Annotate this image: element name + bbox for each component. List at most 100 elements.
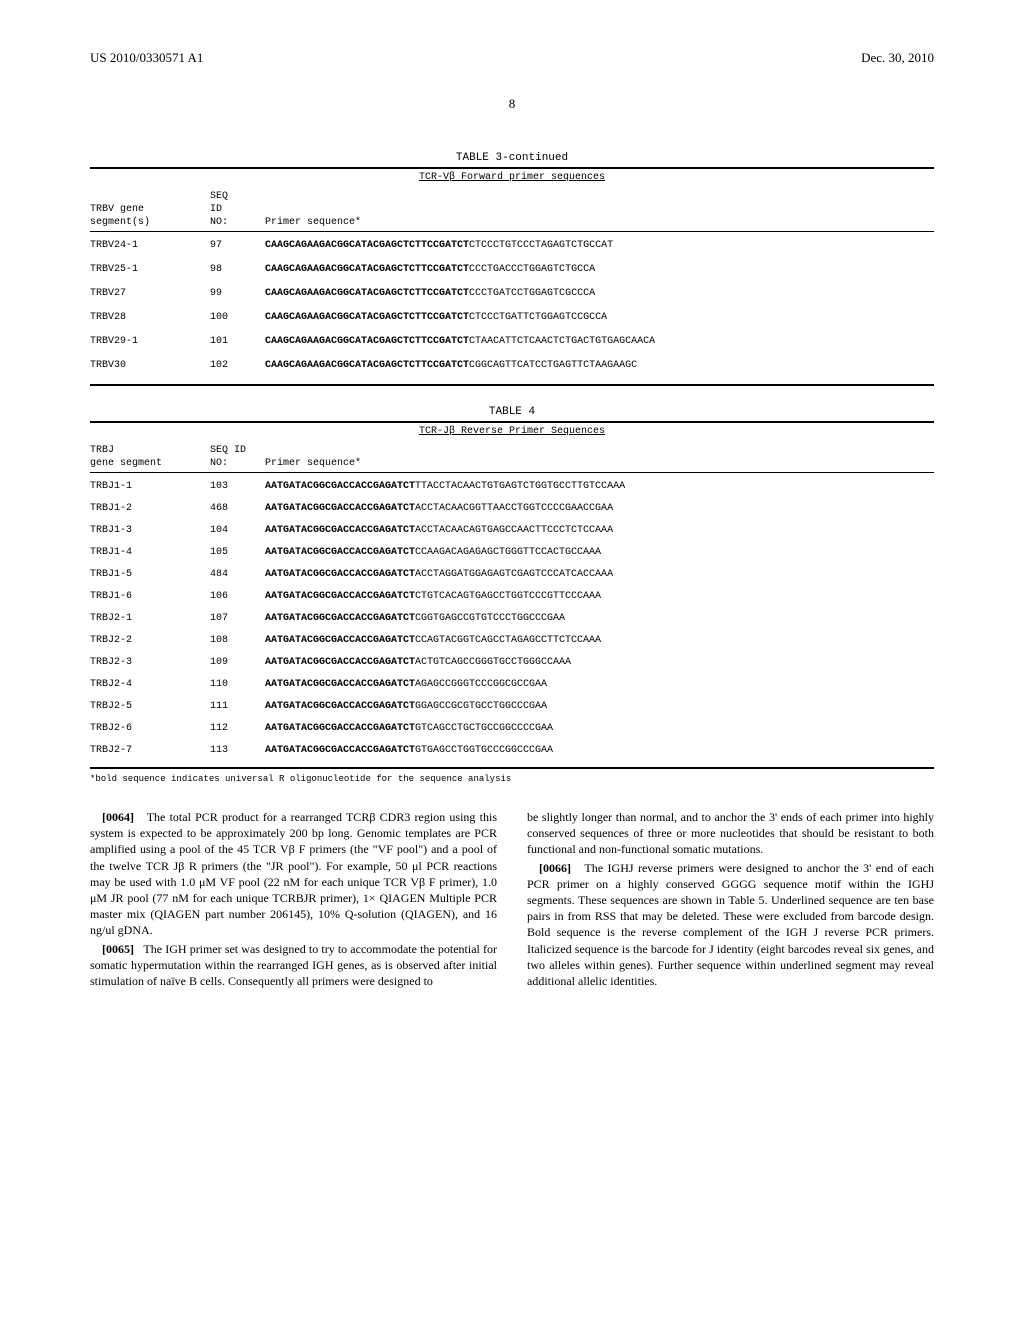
primer-cell: AATGATACGGCGACCACCGAGATCTTTACCTACAACTGTG… — [265, 481, 934, 493]
table-3-hdr-gene: TRBV gene — [90, 204, 210, 215]
seqid-cell: 107 — [210, 613, 265, 625]
seqid-cell: 111 — [210, 701, 265, 713]
header: US 2010/0330571 A1 Dec. 30, 2010 — [90, 50, 934, 66]
seqid-cell: 104 — [210, 525, 265, 537]
segment-cell: TRBJ1-6 — [90, 591, 210, 603]
table-row: TRBJ2-4 110 AATGATACGGCGACCACCGAGATCTAGA… — [90, 679, 934, 691]
para-0064-text: The total PCR product for a rearranged T… — [90, 810, 497, 937]
segment-cell: TRBJ2-6 — [90, 723, 210, 735]
table-row: TRBJ2-7 113 AATGATACGGCGACCACCGAGATCTGTG… — [90, 745, 934, 757]
seqid-cell: 101 — [210, 336, 265, 348]
table-row: TRBJ1-2 468 AATGATACGGCGACCACCGAGATCTACC… — [90, 503, 934, 515]
table-4-hdr-seqid: SEQ ID — [210, 445, 265, 456]
primer-cell: AATGATACGGCGACCACCGAGATCTGTGAGCCTGGTGCCC… — [265, 745, 934, 757]
segment-cell: TRBJ2-7 — [90, 745, 210, 757]
primer-cell: CAAGCAGAAGACGGCATACGAGCTCTTCCGATCTCCCTGA… — [265, 288, 934, 300]
segment-cell: TRBJ1-5 — [90, 569, 210, 581]
para-0065-num: [0065] — [102, 942, 134, 956]
segment-cell: TRBJ1-3 — [90, 525, 210, 537]
segment-cell: TRBJ2-5 — [90, 701, 210, 713]
left-column: [0064] The total PCR product for a rearr… — [90, 809, 497, 991]
segment-cell: TRBV24-1 — [90, 240, 210, 252]
seqid-cell: 484 — [210, 569, 265, 581]
segment-cell: TRBJ2-3 — [90, 657, 210, 669]
table-row: TRBJ2-3 109 AATGATACGGCGACCACCGAGATCTACT… — [90, 657, 934, 669]
table-row: TRBJ2-6 112 AATGATACGGCGACCACCGAGATCTGTC… — [90, 723, 934, 735]
segment-cell: TRBJ2-4 — [90, 679, 210, 691]
table-row: TRBJ1-5 484 AATGATACGGCGACCACCGAGATCTACC… — [90, 569, 934, 581]
table-3-hdr-seq: SEQ — [210, 191, 265, 202]
seqid-cell: 106 — [210, 591, 265, 603]
table-4-subtitle: TCR-Jβ Reverse Primer Sequences — [90, 426, 934, 437]
segment-cell: TRBJ1-2 — [90, 503, 210, 515]
table-row: TRBV27 99 CAAGCAGAAGACGGCATACGAGCTCTTCCG… — [90, 288, 934, 300]
primer-cell: AATGATACGGCGACCACCGAGATCTCGGTGAGCCGTGTCC… — [265, 613, 934, 625]
patent-id: US 2010/0330571 A1 — [90, 50, 203, 66]
seqid-cell: 99 — [210, 288, 265, 300]
seqid-cell: 110 — [210, 679, 265, 691]
segment-cell: TRBV30 — [90, 360, 210, 372]
table-row: TRBV29-1 101 CAAGCAGAAGACGGCATACGAGCTCTT… — [90, 336, 934, 348]
table-4: TABLE 4 TCR-Jβ Reverse Primer Sequences … — [90, 406, 934, 784]
primer-cell: AATGATACGGCGACCACCGAGATCTCCAAGACAGAGAGCT… — [265, 547, 934, 559]
para-0065-cont: be slightly longer than normal, and to a… — [527, 810, 934, 856]
table-3-title: TABLE 3-continued — [90, 152, 934, 164]
table-row: TRBV24-1 97 CAAGCAGAAGACGGCATACGAGCTCTTC… — [90, 240, 934, 252]
seqid-cell: 112 — [210, 723, 265, 735]
table-4-hdr-trbj: TRBJ — [90, 445, 210, 456]
table-4-hdr-segment: gene segment — [90, 458, 210, 469]
seqid-cell: 100 — [210, 312, 265, 324]
table-row: TRBJ2-1 107 AATGATACGGCGACCACCGAGATCTCGG… — [90, 613, 934, 625]
para-0064-num: [0064] — [102, 810, 134, 824]
segment-cell: TRBV25-1 — [90, 264, 210, 276]
primer-cell: CAAGCAGAAGACGGCATACGAGCTCTTCCGATCTCTCCCT… — [265, 312, 934, 324]
table-3-hdr-id: ID — [210, 204, 265, 215]
seqid-cell: 108 — [210, 635, 265, 647]
seqid-cell: 98 — [210, 264, 265, 276]
segment-cell: TRBV28 — [90, 312, 210, 324]
table-3-hdr-segment: segment(s) — [90, 217, 210, 228]
patent-date: Dec. 30, 2010 — [861, 50, 934, 66]
table-row: TRBV25-1 98 CAAGCAGAAGACGGCATACGAGCTCTTC… — [90, 264, 934, 276]
segment-cell: TRBV29-1 — [90, 336, 210, 348]
table-3-subtitle: TCR-Vβ Forward primer sequences — [90, 172, 934, 183]
seqid-cell: 103 — [210, 481, 265, 493]
primer-cell: AATGATACGGCGACCACCGAGATCTCCAGTACGGTCAGCC… — [265, 635, 934, 647]
para-0066-text: The IGHJ reverse primers were designed t… — [527, 861, 934, 988]
table-row: TRBJ1-6 106 AATGATACGGCGACCACCGAGATCTCTG… — [90, 591, 934, 603]
table-row: TRBJ2-2 108 AATGATACGGCGACCACCGAGATCTCCA… — [90, 635, 934, 647]
seqid-cell: 109 — [210, 657, 265, 669]
primer-cell: AATGATACGGCGACCACCGAGATCTACCTACAACGGTTAA… — [265, 503, 934, 515]
primer-cell: CAAGCAGAAGACGGCATACGAGCTCTTCCGATCTCGGCAG… — [265, 360, 934, 372]
seqid-cell: 102 — [210, 360, 265, 372]
table-row: TRBJ1-3 104 AATGATACGGCGACCACCGAGATCTACC… — [90, 525, 934, 537]
segment-cell: TRBV27 — [90, 288, 210, 300]
table-4-footnote: *bold sequence indicates universal R oli… — [90, 774, 934, 784]
primer-cell: AATGATACGGCGACCACCGAGATCTACCTACAACAGTGAG… — [265, 525, 934, 537]
table-row: TRBV30 102 CAAGCAGAAGACGGCATACGAGCTCTTCC… — [90, 360, 934, 372]
table-row: TRBJ1-4 105 AATGATACGGCGACCACCGAGATCTCCA… — [90, 547, 934, 559]
para-0065-text: The IGH primer set was designed to try t… — [90, 942, 497, 988]
segment-cell: TRBJ2-1 — [90, 613, 210, 625]
primer-cell: AATGATACGGCGACCACCGAGATCTAGAGCCGGGTCCCGG… — [265, 679, 934, 691]
table-row: TRBJ2-5 111 AATGATACGGCGACCACCGAGATCTGGA… — [90, 701, 934, 713]
seqid-cell: 468 — [210, 503, 265, 515]
table-3: TABLE 3-continued TCR-Vβ Forward primer … — [90, 152, 934, 386]
table-row: TRBJ1-1 103 AATGATACGGCGACCACCGAGATCTTTA… — [90, 481, 934, 493]
para-0066-num: [0066] — [539, 861, 571, 875]
page-number: 8 — [90, 96, 934, 112]
segment-cell: TRBJ1-1 — [90, 481, 210, 493]
table-4-hdr-primer: Primer sequence* — [265, 458, 934, 469]
right-column: be slightly longer than normal, and to a… — [527, 809, 934, 991]
segment-cell: TRBJ1-4 — [90, 547, 210, 559]
table-4-hdr-no: NO: — [210, 458, 265, 469]
primer-cell: AATGATACGGCGACCACCGAGATCTGGAGCCGCGTGCCTG… — [265, 701, 934, 713]
table-4-title: TABLE 4 — [90, 406, 934, 418]
primer-cell: AATGATACGGCGACCACCGAGATCTGTCAGCCTGCTGCCG… — [265, 723, 934, 735]
seqid-cell: 113 — [210, 745, 265, 757]
primer-cell: AATGATACGGCGACCACCGAGATCTACCTAGGATGGAGAG… — [265, 569, 934, 581]
primer-cell: AATGATACGGCGACCACCGAGATCTACTGTCAGCCGGGTG… — [265, 657, 934, 669]
primer-cell: CAAGCAGAAGACGGCATACGAGCTCTTCCGATCTCCCTGA… — [265, 264, 934, 276]
table-3-hdr-primer: Primer sequence* — [265, 217, 934, 228]
seqid-cell: 97 — [210, 240, 265, 252]
